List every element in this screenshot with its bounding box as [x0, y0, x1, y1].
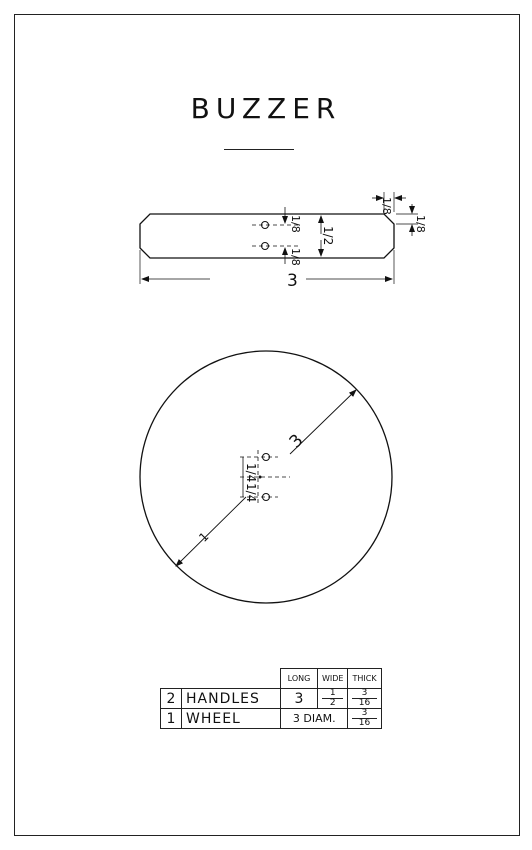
drawing-border [14, 14, 520, 836]
handle-drawing: 1/8 1/8 1/2 1/8 1/8 3 [139, 192, 427, 291]
bom-long: 3 [280, 688, 318, 709]
bom-part-name: WHEEL [181, 708, 281, 729]
bom-header-thick: THICK [347, 668, 382, 689]
label-hole-offset-bottom: 1/8 [289, 248, 302, 266]
bom-thick: 3 16 [347, 688, 382, 709]
bom-row-wheel: 1 WHEEL 3 DIAM. 3 16 [160, 708, 382, 729]
dim-diameter-upper [289, 389, 357, 455]
label-spacing-bottom: 1/4 [244, 483, 258, 502]
bom-part-name: HANDLES [181, 688, 281, 709]
bom-row-handles: 2 HANDLES 3 1 2 3 16 [160, 688, 382, 709]
wheel-center [258, 475, 262, 479]
label-width: 1/2 [321, 226, 335, 245]
label-chamfer-x: 1/8 [380, 197, 393, 215]
bom-qty: 1 [160, 708, 182, 729]
bom-header-row: LONG WIDE THICK [161, 668, 382, 689]
bill-of-materials: LONG WIDE THICK 2 HANDLES 3 1 2 3 16 1 W… [160, 668, 382, 729]
label-chamfer-y: 1/8 [414, 215, 427, 233]
label-overall-length: 3 [287, 271, 298, 291]
bom-wide: 1 2 [316, 688, 349, 709]
bom-header-long: LONG [280, 668, 318, 689]
drawing-title: BUZZER [190, 92, 342, 125]
label-hole-offset-top: 1/8 [289, 215, 302, 233]
wheel-drawing: 3 1 1/4 1/4 [139, 350, 393, 604]
label-diameter-mark: 1 [196, 529, 211, 544]
label-spacing-top: 1/4 [244, 463, 258, 482]
bom-long: 3 DIAM. [279, 708, 349, 729]
title-underline [224, 149, 294, 150]
handle-outline [139, 213, 395, 259]
bom-header-wide: WIDE [316, 668, 349, 689]
dim-diameter-lower [175, 496, 247, 567]
label-diameter: 3 [286, 431, 308, 453]
bom-qty: 2 [160, 688, 182, 709]
wheel-outline [139, 350, 393, 604]
bom-thick: 3 16 [347, 708, 382, 729]
